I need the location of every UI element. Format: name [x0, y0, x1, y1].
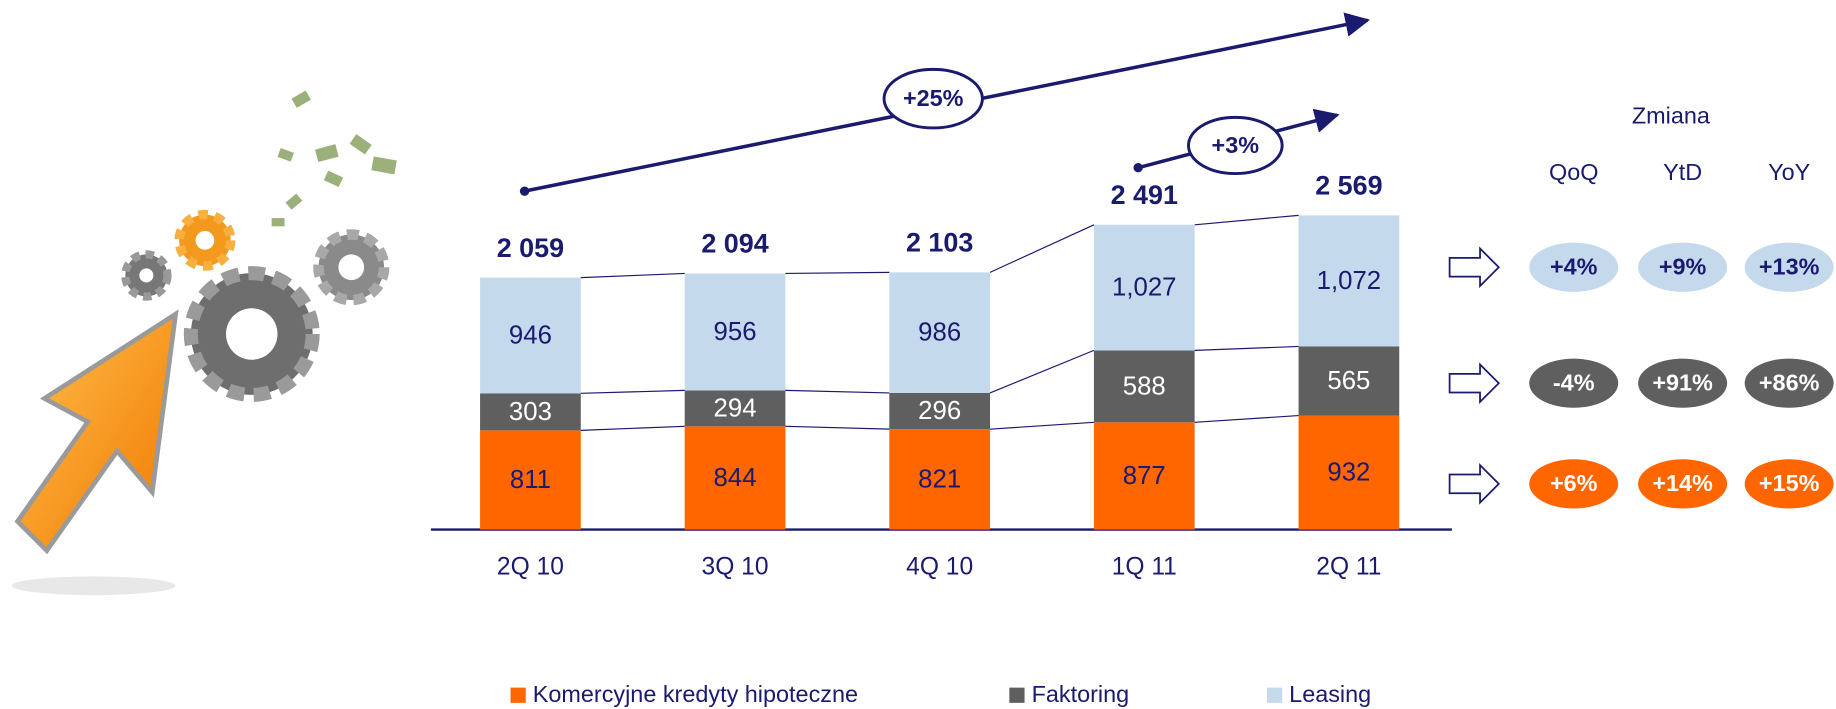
- x-tick-label: 2Q 10: [497, 554, 564, 581]
- connector: [989, 421, 1094, 430]
- bar-segment: [1298, 415, 1400, 530]
- change-badge: [1744, 242, 1834, 292]
- legend-swatch: [1009, 687, 1025, 703]
- connector: [785, 425, 890, 430]
- connector: [580, 272, 685, 279]
- connector: [785, 271, 890, 275]
- value-label: 588: [1123, 372, 1166, 400]
- value-label: 932: [1327, 459, 1370, 487]
- change-value: +9%: [1659, 254, 1707, 280]
- connector: [1194, 414, 1299, 423]
- change-badge: [1638, 459, 1728, 509]
- illustration: [11, 90, 397, 596]
- total-label: 2 059: [497, 233, 564, 263]
- x-tick-label: 2Q 11: [1316, 554, 1381, 581]
- row-arrow: [1448, 463, 1501, 505]
- bar-segment: [480, 393, 581, 431]
- value-label: 1,027: [1112, 274, 1176, 302]
- change-badge: [1744, 459, 1834, 509]
- connector: [580, 389, 685, 394]
- column-header: YoY: [1768, 159, 1810, 185]
- legend-label: Leasing: [1289, 681, 1371, 707]
- value-label: 296: [918, 397, 961, 425]
- legend-swatch: [1266, 687, 1283, 703]
- value-label: 877: [1123, 462, 1166, 490]
- change-value: +86%: [1759, 370, 1820, 396]
- bar-segment: [889, 392, 991, 430]
- bar-segment: [1298, 346, 1400, 416]
- legend-swatch: [510, 687, 526, 703]
- value-label: 303: [509, 398, 552, 426]
- bar-segment: [889, 429, 991, 530]
- value-label: 956: [714, 318, 757, 346]
- annotation: +25%: [903, 85, 964, 111]
- value-label: 946: [509, 321, 552, 349]
- bar-segment: [1298, 215, 1400, 347]
- value-label: 294: [714, 394, 757, 422]
- legend-label: Faktoring: [1032, 681, 1130, 707]
- change-badge: [1638, 358, 1728, 408]
- change-value: -4%: [1553, 370, 1595, 396]
- connector: [785, 389, 890, 394]
- bar-segment: [1093, 350, 1195, 423]
- total-label: 2 094: [701, 228, 768, 258]
- change-badge: [1529, 242, 1619, 292]
- change-value: +13%: [1759, 254, 1820, 280]
- annotation: +3%: [1212, 132, 1260, 158]
- x-tick-label: 4Q 10: [906, 554, 973, 581]
- total-label: 2 491: [1111, 180, 1178, 210]
- value-label: 1,072: [1317, 267, 1381, 295]
- value-label: 844: [714, 464, 757, 492]
- total-label: 2 569: [1315, 170, 1382, 200]
- change-badge: [1744, 358, 1834, 408]
- legend-label: Komercyjne kredyty hipoteczne: [533, 681, 858, 707]
- value-label: 811: [510, 466, 551, 494]
- value-label: 565: [1327, 367, 1370, 395]
- bar-segment: [684, 273, 786, 391]
- connector: [1194, 345, 1299, 351]
- connector: [989, 349, 1095, 394]
- x-tick-label: 1Q 11: [1112, 554, 1177, 581]
- total-label: 2 103: [906, 227, 973, 257]
- row-arrow: [1448, 362, 1501, 405]
- x-tick-label: 3Q 10: [702, 554, 769, 581]
- column-header: YtD: [1663, 159, 1702, 185]
- growth-arrows: [519, 12, 1371, 196]
- row-arrow: [1448, 246, 1501, 289]
- change-badge: [1529, 358, 1619, 408]
- bar-segment: [684, 390, 786, 427]
- value-label: 821: [918, 465, 961, 493]
- change-value: +14%: [1652, 470, 1713, 496]
- bar-segment: [480, 277, 581, 394]
- change-value: +4%: [1550, 254, 1598, 280]
- column-header: QoQ: [1549, 159, 1598, 185]
- change-value: +15%: [1759, 470, 1820, 496]
- connector: [1194, 214, 1299, 226]
- changes-title: Zmiana: [1632, 103, 1711, 129]
- change-badge: [1638, 242, 1728, 292]
- change-value: +91%: [1652, 370, 1713, 396]
- connector: [580, 425, 685, 431]
- bar-segment: [480, 430, 581, 530]
- change-value: +6%: [1550, 470, 1598, 496]
- bar-segment: [1093, 224, 1195, 351]
- connector: [989, 224, 1095, 273]
- bar-segment: [684, 426, 786, 530]
- bar-segment: [1093, 422, 1195, 530]
- bar-segment: [889, 272, 991, 393]
- change-badge: [1529, 459, 1619, 509]
- value-label: 986: [918, 319, 961, 347]
